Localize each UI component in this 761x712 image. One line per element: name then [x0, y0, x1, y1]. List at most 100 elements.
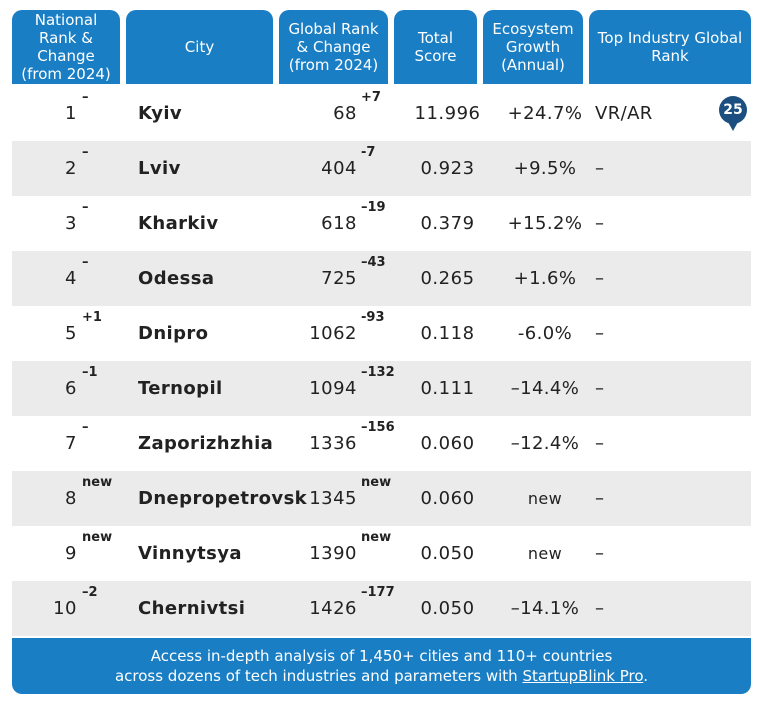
global-rank-change: –132 [361, 365, 395, 380]
total-score: 0.118 [420, 323, 475, 344]
global-rank-change: -7 [361, 145, 376, 160]
top-industry: VR/AR [595, 103, 653, 124]
ecosystem-growth: +1.6% [513, 268, 577, 289]
global-rank-change: –43 [361, 255, 386, 270]
global-rank-change: new [361, 530, 392, 545]
top-industry: – [595, 268, 605, 289]
global-rank: 1336 [309, 433, 357, 454]
city-name: Vinnytsya [138, 543, 242, 564]
table-row: 8 new Dnepropetrovsk 1345 new 0.060 new … [12, 471, 751, 526]
national-rank: 6 [65, 378, 77, 399]
national-rank: 8 [65, 488, 77, 509]
top-industry: – [595, 158, 605, 179]
footer-line-1: Access in-depth analysis of 1,450+ citie… [150, 647, 613, 665]
city-name: Kharkiv [138, 213, 219, 234]
global-rank: 68 [333, 103, 357, 124]
table-row: 4 – Odessa 725 –43 0.265 +1.6% – [12, 251, 751, 306]
national-rank-change: –1 [82, 365, 98, 380]
ecosystem-growth: +9.5% [513, 158, 577, 179]
national-rank-change: +1 [82, 310, 102, 325]
national-rank: 3 [65, 213, 77, 234]
table-row: 5 +1 Dnipro 1062 -93 0.118 -6.0% – [12, 306, 751, 361]
city-name: Odessa [138, 268, 215, 289]
top-industry: – [595, 213, 605, 234]
total-score: 0.265 [420, 268, 475, 289]
national-rank-change: – [82, 255, 89, 270]
header-top-industry: Top Industry Global Rank [589, 10, 751, 84]
promo-footer: Access in-depth analysis of 1,450+ citie… [12, 638, 751, 694]
city-name: Zaporizhzhia [138, 433, 274, 454]
total-score: 0.379 [420, 213, 475, 234]
table-row: 6 –1 Ternopil 1094 –132 0.111 –14.4% – [12, 361, 751, 416]
global-rank: 1426 [309, 598, 357, 619]
top-industry: – [595, 543, 605, 564]
total-score: 0.050 [420, 543, 475, 564]
ecosystem-growth: –14.1% [510, 598, 580, 619]
total-score: 0.050 [420, 598, 475, 619]
global-rank: 1062 [309, 323, 357, 344]
global-rank: 404 [321, 158, 357, 179]
top-industry: – [595, 378, 605, 399]
table-body: 1 – Kyiv 68 +7 11.996 +24.7% VR/AR 25 2 … [12, 86, 751, 636]
top-industry: – [595, 433, 605, 454]
footer-line-2: across dozens of tech industries and par… [12, 666, 751, 686]
city-name: Dnipro [138, 323, 209, 344]
global-rank: 1390 [309, 543, 357, 564]
national-rank-change: – [82, 420, 89, 435]
ecosystem-growth: -6.0% [517, 323, 573, 344]
city-name: Dnepropetrovsk [138, 488, 308, 509]
footer-line-2-text: across dozens of tech industries and par… [114, 667, 523, 685]
industry-rank-badge-icon: 25 [719, 96, 747, 131]
table-row: 10 –2 Chernivtsi 1426 –177 0.050 –14.1% … [12, 581, 751, 636]
startupblink-pro-link[interactable]: StartupBlink Pro [522, 667, 644, 685]
national-rank: 2 [65, 158, 77, 179]
national-rank-change: – [82, 90, 89, 105]
global-rank-change: new [361, 475, 392, 490]
ecosystem-growth: +24.7% [507, 103, 583, 124]
global-rank-change: –156 [361, 420, 395, 435]
global-rank-change: –177 [361, 585, 395, 600]
header-national-rank: National Rank & Change (from 2024) [12, 10, 120, 84]
national-rank-change: new [82, 530, 113, 545]
national-rank-change: new [82, 475, 113, 490]
national-rank-change: – [82, 145, 89, 160]
global-rank: 1094 [309, 378, 357, 399]
ecosystem-growth: new [527, 489, 563, 508]
ecosystem-growth: new [527, 544, 563, 563]
national-rank: 5 [65, 323, 77, 344]
city-name: Lviv [138, 158, 181, 179]
header-global-rank: Global Rank & Change (from 2024) [279, 10, 388, 84]
total-score: 0.923 [420, 158, 475, 179]
city-name: Ternopil [138, 378, 223, 399]
national-rank: 10 [53, 598, 77, 619]
city-name: Chernivtsi [138, 598, 246, 619]
national-rank: 4 [65, 268, 77, 289]
top-industry: – [595, 488, 605, 509]
table-row: 7 – Zaporizhzhia 1336 –156 0.060 –12.4% … [12, 416, 751, 471]
ecosystem-growth: –14.4% [510, 378, 580, 399]
total-score: 0.060 [420, 488, 475, 509]
national-rank: 9 [65, 543, 77, 564]
global-rank-change: +7 [361, 90, 381, 105]
national-rank: 7 [65, 433, 77, 454]
header-total-score: Total Score [394, 10, 477, 84]
table-row: 3 – Kharkiv 618 –19 0.379 +15.2% – [12, 196, 751, 251]
national-rank: 1 [65, 103, 77, 124]
total-score: 11.996 [414, 103, 481, 124]
table-row: 1 – Kyiv 68 +7 11.996 +24.7% VR/AR 25 [12, 86, 751, 141]
table-row: 9 new Vinnytsya 1390 new 0.050 new – [12, 526, 751, 581]
top-industry: – [595, 598, 605, 619]
global-rank-change: -93 [361, 310, 385, 325]
header-city: City [126, 10, 273, 84]
global-rank-change: –19 [361, 200, 386, 215]
national-rank-change: – [82, 200, 89, 215]
footer-line-2-end: . [643, 667, 649, 685]
national-rank-change: –2 [82, 585, 98, 600]
ecosystem-growth: –12.4% [510, 433, 580, 454]
total-score: 0.060 [420, 433, 475, 454]
top-industry: – [595, 323, 605, 344]
ecosystem-growth: +15.2% [507, 213, 583, 234]
global-rank: 725 [321, 268, 357, 289]
total-score: 0.111 [420, 378, 475, 399]
